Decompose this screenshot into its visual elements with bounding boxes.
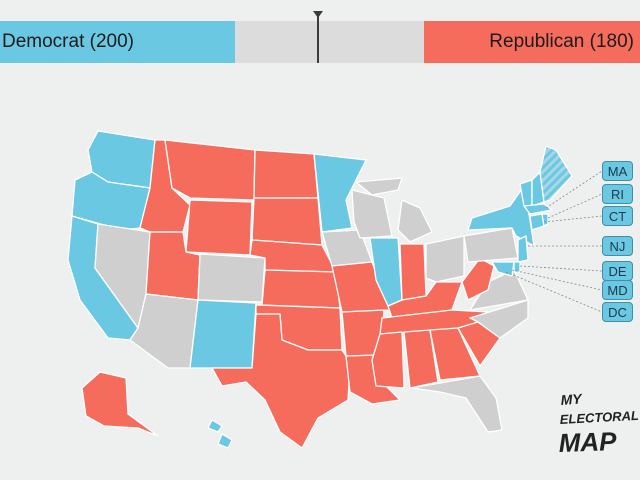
small-state-md-button[interactable]: MD — [602, 280, 633, 300]
democrat-total-label: Democrat (200) — [2, 31, 134, 52]
state-mn[interactable] — [313, 153, 367, 233]
callout-leaders — [505, 170, 603, 313]
state-ks[interactable] — [261, 269, 341, 309]
state-co[interactable] — [197, 253, 266, 303]
state-sd[interactable] — [251, 197, 323, 246]
state-in[interactable] — [399, 243, 427, 301]
logo-line-map: MAP — [558, 426, 617, 458]
state-ri[interactable] — [541, 213, 549, 227]
state-fl[interactable] — [411, 375, 503, 433]
state-pa[interactable] — [463, 227, 519, 263]
state-hi-big[interactable] — [217, 433, 233, 449]
state-nc[interactable] — [469, 299, 529, 339]
state-oh[interactable] — [425, 235, 465, 283]
democrat-segment: Democrat (200) — [0, 21, 235, 63]
state-wy[interactable] — [185, 199, 253, 256]
state-nd[interactable] — [253, 149, 319, 199]
state-ms[interactable] — [371, 331, 405, 389]
logo-line-my: MY — [560, 390, 584, 408]
republican-segment: Republican (180) — [424, 21, 640, 63]
logo-line-electoral: ELECTORAL — [559, 408, 638, 427]
state-de[interactable] — [513, 261, 521, 273]
my-electoral-map-logo: MY ELECTORAL MAP — [558, 390, 638, 458]
tossup-segment — [235, 21, 424, 63]
state-al[interactable] — [403, 329, 439, 389]
small-state-ma-button[interactable]: MA — [602, 161, 633, 181]
threshold-line — [317, 12, 319, 63]
state-nm[interactable] — [189, 299, 257, 369]
state-mt[interactable] — [164, 139, 256, 201]
small-state-nj-button[interactable]: NJ — [602, 236, 633, 256]
state-me[interactable] — [539, 145, 573, 203]
small-state-ri-button[interactable]: RI — [602, 184, 633, 204]
state-nj[interactable] — [517, 235, 529, 263]
triangle-down-icon — [313, 11, 323, 18]
state-wv[interactable] — [461, 257, 495, 301]
republican-total-label: Republican (180) — [489, 31, 634, 52]
state-hi[interactable] — [207, 419, 223, 433]
state-tx[interactable] — [211, 313, 351, 449]
electoral-tally-bar: Democrat (200) Republican (180) — [0, 21, 640, 63]
small-state-dc-button[interactable]: DC — [602, 302, 633, 322]
state-ak[interactable] — [81, 371, 159, 437]
state-mi-lower[interactable] — [397, 199, 433, 243]
small-state-de-button[interactable]: DE — [602, 261, 633, 281]
small-state-ct-button[interactable]: CT — [602, 206, 633, 226]
state-md[interactable] — [491, 261, 515, 277]
state-ma[interactable] — [523, 203, 553, 215]
state-mi[interactable] — [355, 177, 403, 196]
state-wi[interactable] — [351, 189, 393, 239]
